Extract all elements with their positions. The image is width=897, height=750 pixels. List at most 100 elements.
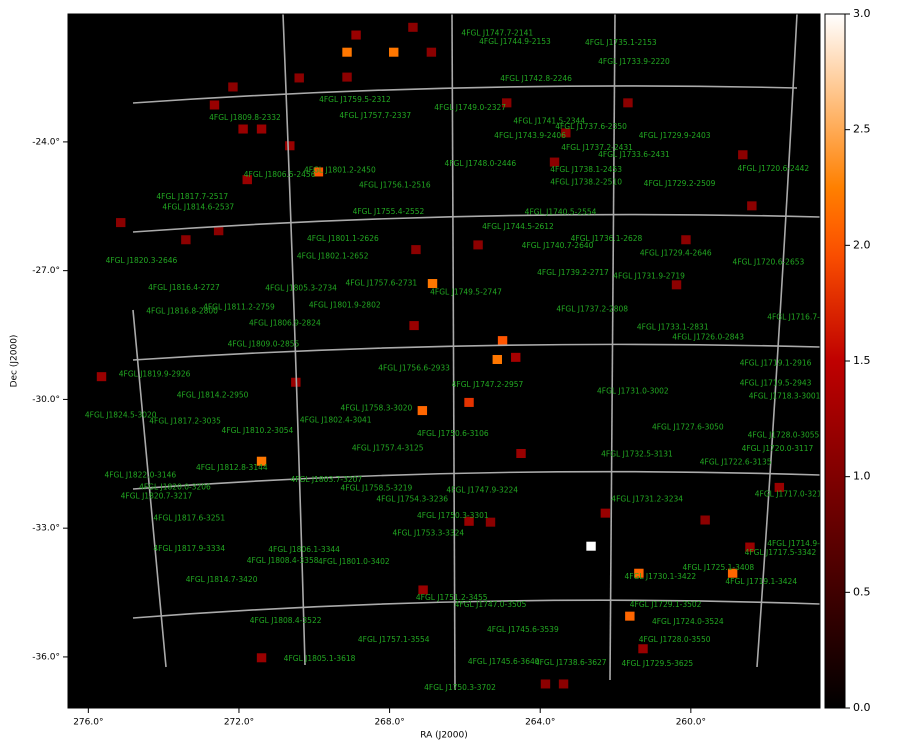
colorbar [824, 13, 846, 709]
source-label: 4FGL J1714.9-3350 [767, 539, 839, 548]
cell [417, 406, 428, 416]
source-label: 4FGL J1743.9-2406 [494, 131, 566, 140]
source-label: 4FGL J1716.7-2817 [767, 312, 839, 321]
cell [209, 100, 220, 110]
source-label: 4FGL J1745.6-3640 [468, 657, 540, 666]
cell [238, 124, 248, 134]
source-label: 4FGL J1802.1-2652 [297, 251, 369, 260]
source-label: 4FGL J1809.8-2332 [209, 113, 281, 122]
source-label: 4FGL J1814.2-2950 [177, 391, 249, 400]
source-label: 4FGL J1808.4-3358 [247, 556, 319, 565]
cell [561, 128, 571, 138]
source-label: 4FGL J1755.4-2552 [353, 207, 425, 216]
source-label: 4FGL J1805.3-2734 [265, 284, 337, 293]
cell [774, 482, 785, 492]
source-label: 4FGL J1726.0-2843 [672, 333, 744, 342]
source-label: 4FGL J1728.0-3055 [748, 430, 820, 439]
x-tick-label: 264.0° [525, 718, 555, 728]
source-label: 4FGL J1747.0-3505 [455, 600, 527, 609]
source-label: 4FGL J1720.0-3117 [742, 444, 814, 453]
source-label: 4FGL J1733.9-2220 [598, 57, 670, 66]
source-label: 4FGL J1717.0-3218 [755, 489, 827, 498]
x-tick-label: 260.0° [676, 718, 706, 728]
x-tick-label: 268.0° [374, 718, 404, 728]
source-label: 4FGL J1741.5-2344 [513, 117, 585, 126]
source-label: 4FGL J1817.2-3035 [149, 416, 221, 425]
source-label: 4FGL J1733.6-2431 [598, 150, 670, 159]
source-label: 4FGL J1757.7-2337 [339, 111, 411, 120]
grid-curve [451, 14, 456, 691]
source-label: 4FGL J1824.5-3020 [85, 410, 157, 419]
grid-curve [132, 599, 820, 619]
cell [313, 167, 324, 177]
cell [294, 73, 304, 83]
cell [625, 611, 635, 621]
source-label: 4FGL J1817.9-3334 [153, 544, 225, 553]
source-label: 4FGL J1745.6-3539 [487, 625, 559, 634]
cell [409, 321, 419, 331]
source-label: 4FGL J1750.6-3106 [417, 429, 489, 438]
source-label: 4FGL J1731.2-3234 [611, 494, 683, 503]
source-label: 4FGL J1732.5-3131 [601, 449, 673, 458]
source-label: 4FGL J1718.3-3001 [749, 391, 821, 400]
cell [342, 47, 352, 57]
y-tick-label: -24.0° [32, 137, 60, 147]
cell [181, 235, 191, 245]
source-label: 4FGL J1729.5-3625 [621, 659, 693, 668]
cell [213, 226, 224, 236]
y-axis-label: Dec (J2000) [10, 335, 20, 388]
source-label: 4FGL J1757.6-2731 [345, 279, 417, 288]
source-label: 4FGL J1742.8-2246 [500, 74, 572, 83]
source-label: 4FGL J1816.8-2800 [146, 306, 218, 315]
source-label: 4FGL J1801.2-2450 [304, 166, 376, 175]
grid-curve [282, 14, 306, 666]
cell [747, 201, 757, 211]
cell [242, 175, 252, 185]
cell [558, 679, 569, 689]
source-label: 4FGL J1811.2-2759 [203, 303, 275, 312]
y-tick-label: -27.0° [32, 266, 60, 276]
source-label: 4FGL J1729.2-2509 [644, 179, 716, 188]
source-label: 4FGL J1737.2-2431 [561, 143, 633, 152]
plot-frame [67, 13, 821, 709]
cell [256, 653, 267, 663]
colorbar-tick-label: 0.5 [853, 585, 871, 598]
source-label: 4FGL J1808.4-3522 [250, 616, 322, 625]
source-label: 4FGL J1735.1-2153 [585, 38, 657, 47]
source-label: 4FGL J1820.7-3217 [121, 491, 193, 500]
source-label: 4FGL J1806.5-2456 [244, 170, 316, 179]
cell [738, 150, 748, 160]
y-tick-label: -33.0° [32, 524, 60, 534]
source-label: 4FGL J1738.1-2453 [550, 165, 622, 174]
colorbar-tick-label: 1.5 [853, 354, 871, 367]
source-label: 4FGL J1747.9-3224 [446, 485, 518, 494]
source-label: 4FGL J1728.0-3550 [639, 635, 711, 644]
source-label: 4FGL J1749.0-2327 [434, 103, 506, 112]
source-label: 4FGL J1727.6-3050 [652, 422, 724, 431]
source-label: 4FGL J1729.9-2403 [639, 131, 711, 140]
source-label: 4FGL J1751.2-3455 [416, 593, 488, 602]
cell [681, 235, 691, 245]
source-label: 4FGL J1719.5-2943 [740, 379, 812, 388]
source-label: 4FGL J1754.3-3236 [376, 494, 448, 503]
cell [256, 124, 267, 134]
cell [116, 218, 126, 228]
cell [411, 245, 421, 255]
x-tick-label: 276.0° [73, 718, 103, 728]
grid-curve [132, 470, 820, 490]
source-label: 4FGL J1744.9-2153 [479, 37, 551, 46]
source-label: 4FGL J1810.2-3054 [222, 426, 294, 435]
grid-curve [132, 213, 820, 233]
x-tick-label: 272.0° [224, 718, 254, 728]
source-label: 4FGL J1758.5-3219 [341, 483, 413, 492]
source-label: 4FGL J1819.9-2926 [119, 370, 191, 379]
source-label: 4FGL J1820.3-2646 [106, 256, 178, 265]
cell [408, 22, 418, 32]
cell [634, 568, 644, 578]
grid-curve [756, 14, 798, 668]
source-label: 4FGL J1814.6-2537 [162, 203, 234, 212]
cell [623, 98, 633, 108]
source-label: 4FGL J1816.4-2727 [148, 283, 220, 292]
source-label: 4FGL J1750.3-3702 [424, 683, 496, 692]
